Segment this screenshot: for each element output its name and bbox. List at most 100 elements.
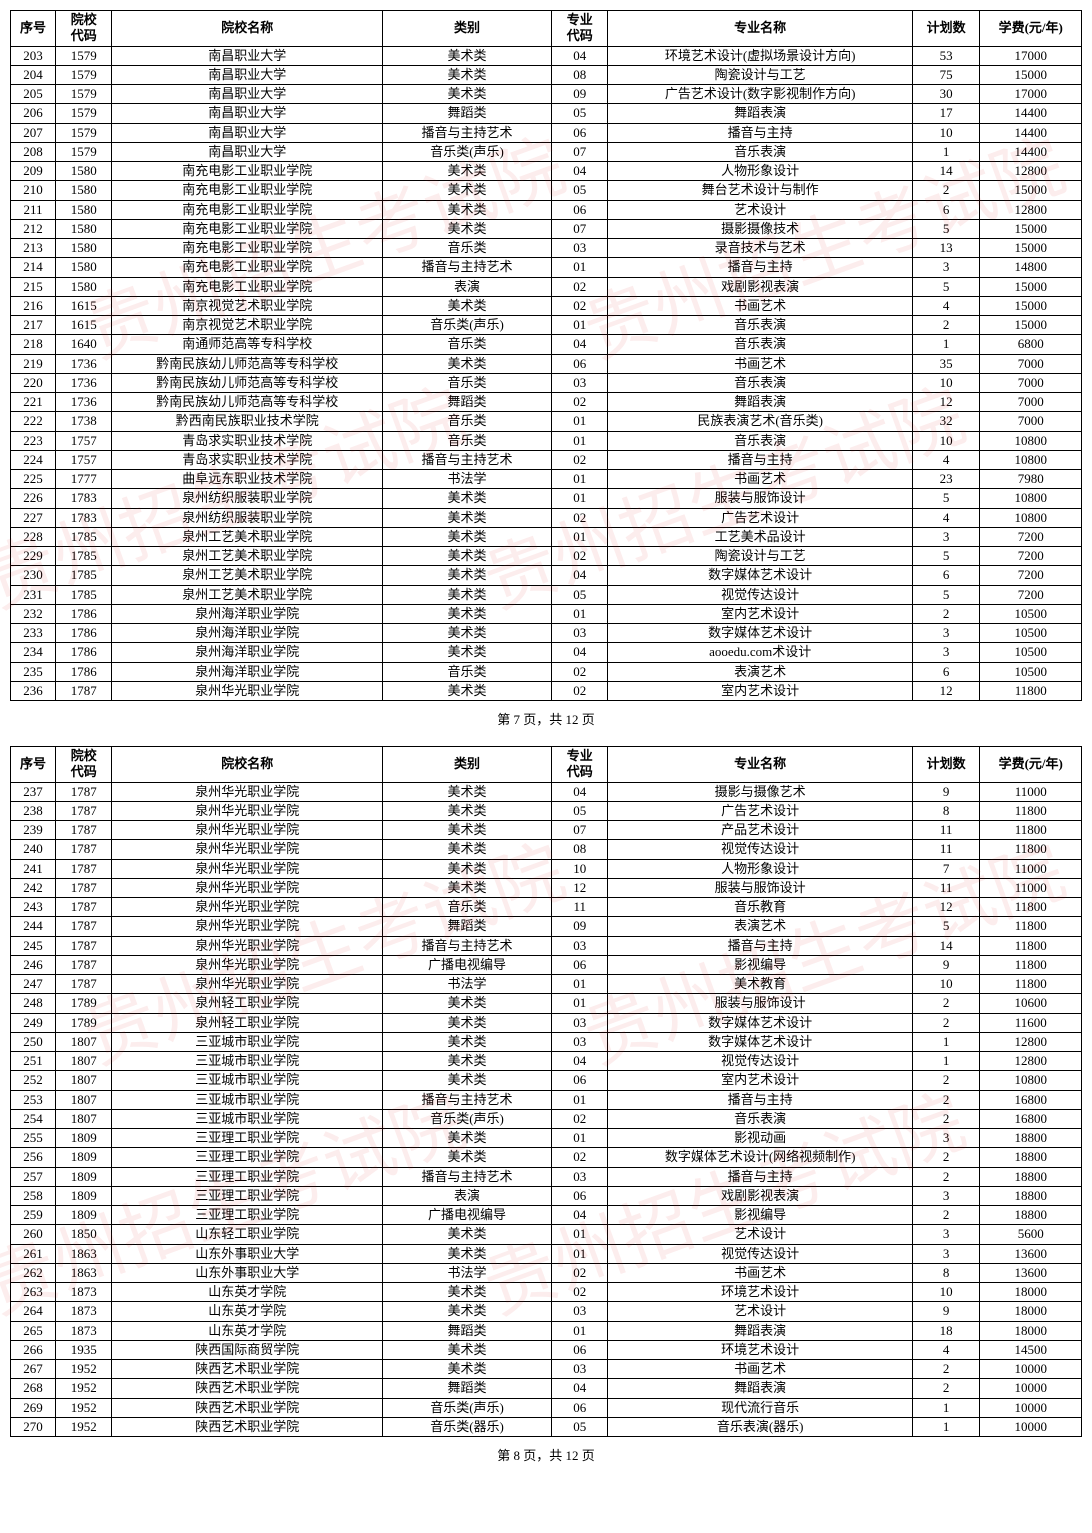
table-row: 2651873山东英才学院舞蹈类01舞蹈表演1818000 — [11, 1321, 1082, 1340]
table-cell: 4 — [912, 450, 980, 469]
table-cell: 民族表演艺术(音乐类) — [608, 412, 912, 431]
table-cell: 现代流行音乐 — [608, 1398, 912, 1417]
table-cell: 11800 — [980, 975, 1082, 994]
table-row: 2131580南充电影工业职业学院音乐类03录音技术与艺术1315000 — [11, 239, 1082, 258]
table-cell: 02 — [552, 450, 608, 469]
table-cell: 1777 — [56, 470, 112, 489]
table-cell: 影视动画 — [608, 1129, 912, 1148]
table-cell: 18800 — [980, 1129, 1082, 1148]
table-cell: 10000 — [980, 1379, 1082, 1398]
table-cell: 美术教育 — [608, 975, 912, 994]
table-cell: 220 — [11, 373, 56, 392]
table-cell: 05 — [552, 181, 608, 200]
table-cell: 书画艺术 — [608, 470, 912, 489]
table-cell: 播音与主持艺术 — [383, 450, 552, 469]
table-cell: 8 — [912, 1263, 980, 1282]
table-cell: 10800 — [980, 1071, 1082, 1090]
table-cell: 广告艺术设计(数字影视制作方向) — [608, 85, 912, 104]
table-cell: 泉州纺织服装职业学院 — [112, 508, 383, 527]
table-row: 2571809三亚理工职业学院播音与主持艺术03播音与主持218800 — [11, 1167, 1082, 1186]
table-cell: 254 — [11, 1109, 56, 1128]
table-cell: 268 — [11, 1379, 56, 1398]
table-cell: 02 — [552, 547, 608, 566]
table-cell: 10500 — [980, 643, 1082, 662]
table-cell: 3 — [912, 1129, 980, 1148]
table-cell: 18000 — [980, 1302, 1082, 1321]
table-row: 2591809三亚理工职业学院广播电视编导04影视编导218800 — [11, 1206, 1082, 1225]
table-cell: 1580 — [56, 162, 112, 181]
table-cell: 14800 — [980, 258, 1082, 277]
table-row: 2241757青岛求实职业技术学院播音与主持艺术02播音与主持410800 — [11, 450, 1082, 469]
table-row: 2431787泉州华光职业学院音乐类11音乐教育1211800 — [11, 898, 1082, 917]
table-cell: 23 — [912, 470, 980, 489]
table-cell: 数字媒体艺术设计 — [608, 566, 912, 585]
table-cell: 11800 — [980, 955, 1082, 974]
table-row: 2411787泉州华光职业学院美术类10人物形象设计711000 — [11, 859, 1082, 878]
table-cell: 260 — [11, 1225, 56, 1244]
table-cell: 14 — [912, 162, 980, 181]
table-cell: 美术类 — [383, 604, 552, 623]
table-cell: 南充电影工业职业学院 — [112, 219, 383, 238]
table-cell: 1579 — [56, 85, 112, 104]
hdr-major: 专业名称 — [608, 11, 912, 47]
table-cell: 06 — [552, 1340, 608, 1359]
table-cell: 1 — [912, 1417, 980, 1436]
table-cell: 泉州海洋职业学院 — [112, 643, 383, 662]
table-row: 2311785泉州工艺美术职业学院美术类05视觉传达设计57200 — [11, 585, 1082, 604]
table-cell: 2 — [912, 1148, 980, 1167]
table-cell: 1807 — [56, 1032, 112, 1051]
table-cell: 美术类 — [383, 46, 552, 65]
table-cell: 2 — [912, 994, 980, 1013]
table-cell: 1579 — [56, 65, 112, 84]
table-row: 2121580南充电影工业职业学院美术类07摄影摄像技术515000 — [11, 219, 1082, 238]
table-cell: 7200 — [980, 547, 1082, 566]
table-cell: 10 — [912, 431, 980, 450]
table-cell: 1787 — [56, 936, 112, 955]
table-cell: 16800 — [980, 1109, 1082, 1128]
table-cell: 14500 — [980, 1340, 1082, 1359]
table-cell: 室内艺术设计 — [608, 681, 912, 700]
table-cell: 04 — [552, 643, 608, 662]
table-cell: 服装与服饰设计 — [608, 878, 912, 897]
table-cell: 美术类 — [383, 643, 552, 662]
table-cell: 陕西艺术职业学院 — [112, 1417, 383, 1436]
table-cell: 261 — [11, 1244, 56, 1263]
table-cell: 5 — [912, 917, 980, 936]
table-row: 2051579南昌职业大学美术类09广告艺术设计(数字影视制作方向)301700… — [11, 85, 1082, 104]
table-cell: 视觉传达设计 — [608, 1244, 912, 1263]
table-cell: 3 — [912, 1186, 980, 1205]
table-cell: 表演 — [383, 277, 552, 296]
table-row: 2401787泉州华光职业学院美术类08视觉传达设计1111800 — [11, 840, 1082, 859]
table-cell: 234 — [11, 643, 56, 662]
table-cell: 12 — [552, 878, 608, 897]
table-cell: 美术类 — [383, 489, 552, 508]
table-cell: 南昌职业大学 — [112, 104, 383, 123]
table-cell: 03 — [552, 1032, 608, 1051]
table-cell: 01 — [552, 1225, 608, 1244]
table-cell: 环境艺术设计(虚拟场景设计方向) — [608, 46, 912, 65]
table-cell: 广播电视编导 — [383, 1206, 552, 1225]
table-cell: 泉州华光职业学院 — [112, 801, 383, 820]
table-cell: 美术类 — [383, 508, 552, 527]
table-cell: 2 — [912, 1109, 980, 1128]
table-cell: 陕西国际商贸学院 — [112, 1340, 383, 1359]
table-body-1: 2031579南昌职业大学美术类04环境艺术设计(虚拟场景设计方向)531700… — [11, 46, 1082, 701]
table-cell: 03 — [552, 373, 608, 392]
table-row: 2491789泉州轻工职业学院美术类03数字媒体艺术设计211600 — [11, 1013, 1082, 1032]
table-cell: 播音与主持 — [608, 258, 912, 277]
table-cell: 236 — [11, 681, 56, 700]
table-cell: 2 — [912, 1360, 980, 1379]
table-body-2: 2371787泉州华光职业学院美术类04摄影与摄像艺术9110002381787… — [11, 782, 1082, 1437]
table-cell: 15000 — [980, 181, 1082, 200]
table-cell: 11800 — [980, 898, 1082, 917]
table-cell: 曲阜远东职业技术学院 — [112, 470, 383, 489]
table-cell: 音乐类 — [383, 431, 552, 450]
table-cell: 10 — [912, 123, 980, 142]
table-cell: 山东轻工职业学院 — [112, 1225, 383, 1244]
table-cell: 04 — [552, 1206, 608, 1225]
table-cell: 艺术设计 — [608, 200, 912, 219]
table-cell: 南充电影工业职业学院 — [112, 200, 383, 219]
table-cell: 233 — [11, 624, 56, 643]
table-cell: 12800 — [980, 1052, 1082, 1071]
table-cell: 01 — [552, 412, 608, 431]
